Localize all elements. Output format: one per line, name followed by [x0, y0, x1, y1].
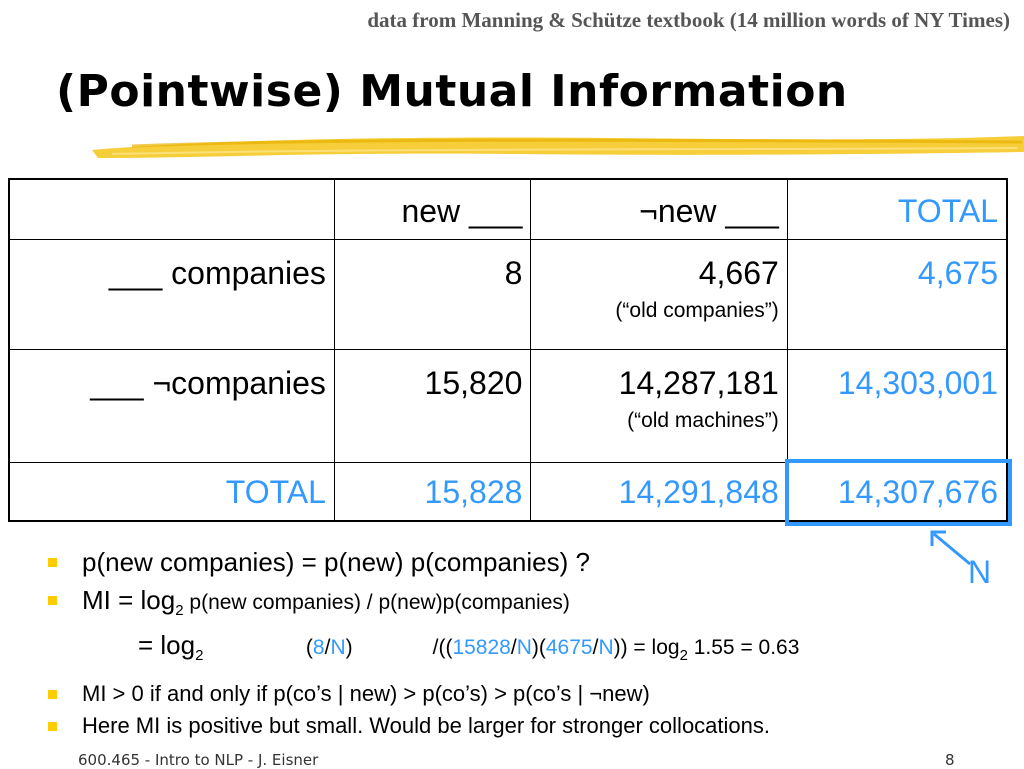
bullet-item: p(new companies) = p(new) p(companies) ?: [48, 545, 1008, 579]
cell-value: 4,667 (“old companies”): [530, 238, 788, 350]
mi-line-2: = log2 (8/N)/((15828/N)(4675/N)) = log2 …: [82, 628, 1008, 673]
row-label: TOTAL: [8, 461, 335, 522]
cell-number: 4,667: [698, 254, 779, 291]
source-note: data from Manning & Schütze textbook (14…: [367, 8, 1010, 32]
table-total-row: TOTAL 15,828 14,291,848 14,307,676: [8, 458, 1012, 526]
bullet-text: p(new companies) = p(new) p(companies) ?: [82, 547, 590, 577]
cell-value: 15,820: [333, 348, 532, 463]
bullet-text: Here MI is positive but small. Would be …: [82, 713, 770, 738]
cell-value: 14,287,181 (“old machines”): [530, 348, 788, 463]
cell-note: (“old companies”): [615, 298, 779, 322]
row-total: 4,675: [786, 238, 1008, 350]
grand-total-value: 14,307,676: [837, 473, 998, 510]
contingency-table: new ___ ¬new ___ TOTAL ___ companies 8 4…: [8, 178, 1012, 526]
mi-sub: 2: [175, 602, 184, 619]
cell-number: 14,287,181: [618, 364, 779, 401]
table-row: ___ companies 8 4,667 (“old companies”) …: [8, 238, 1008, 350]
cell-value: 8: [333, 238, 532, 350]
row-label: ___ companies: [8, 238, 335, 350]
column-total: 15,828: [333, 461, 532, 522]
bullet-text: MI > 0 if and only if p(co’s | new) > p(…: [82, 681, 650, 706]
bullet-square-icon: [48, 690, 57, 699]
bullet-square-icon: [48, 558, 57, 567]
bullet-square-icon: [48, 722, 57, 731]
title-highlighter-stroke: [92, 136, 1024, 158]
mi-formula: p(new companies) / p(new)p(companies): [183, 591, 570, 614]
n-label: N: [968, 554, 992, 590]
header-cell-new: new ___: [333, 178, 532, 240]
row-label: ___ ¬companies: [8, 348, 335, 463]
bullet-item: Here MI is positive but small. Would be …: [48, 711, 1008, 741]
header-cell-not-new: ¬new ___: [530, 178, 788, 240]
bullet-list: p(new companies) = p(new) p(companies) ?…: [48, 545, 1008, 741]
row-total: 14,303,001: [786, 348, 1008, 463]
mi-lead: MI = log: [82, 585, 176, 615]
header-cell-empty: [8, 178, 335, 240]
column-total: 14,291,848: [530, 461, 788, 522]
table-row: ___ ¬companies 15,820 14,287,181 (“old m…: [8, 348, 1008, 463]
footer-page-number: 8: [945, 751, 955, 769]
grand-total: 14,307,676: [784, 458, 1012, 526]
bullet-square-icon: [48, 596, 57, 605]
header-cell-total: TOTAL: [786, 178, 1008, 240]
cell-note: (“old machines”): [627, 408, 779, 432]
mi-line2-lead: = log: [138, 630, 196, 660]
arrow-icon: [930, 530, 971, 566]
footer-course: 600.465 - Intro to NLP - J. Eisner: [78, 751, 319, 769]
bullet-item-mi: MI = log2 p(new companies) / p(new)p(com…: [48, 583, 1008, 673]
bullet-item: MI > 0 if and only if p(co’s | new) > p(…: [48, 679, 1008, 709]
mi-line2-sub: 2: [195, 647, 204, 664]
mi-calc: (8/N)/((15828/N)(4675/N)) = log2 1.55 = …: [305, 636, 800, 664]
table-header-row: new ___ ¬new ___ TOTAL: [8, 178, 1008, 240]
slide-title: (Pointwise) Mutual Information: [56, 66, 848, 117]
